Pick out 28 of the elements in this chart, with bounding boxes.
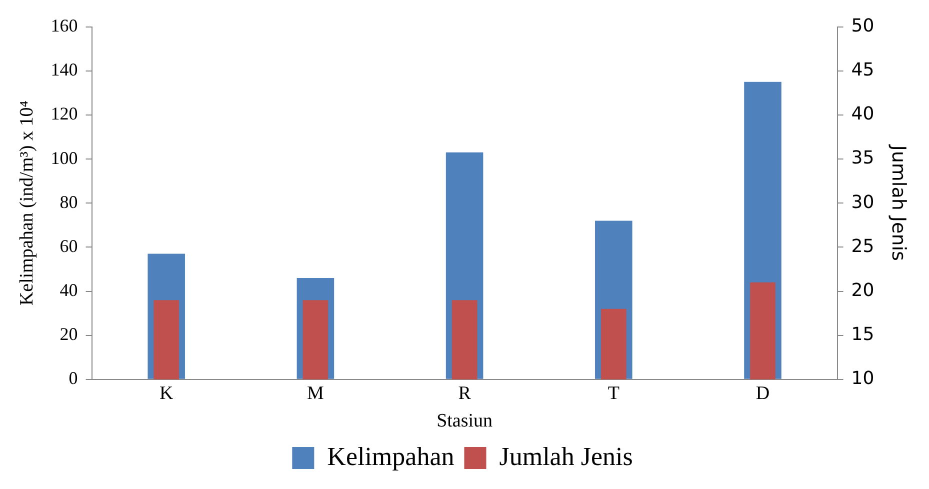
y2-tick-label: 30 [851,192,874,213]
x-axis-title: Stasiun [436,410,494,432]
y-tick-label: 0 [68,368,78,388]
y-tick-label: 120 [50,104,78,124]
x-tick-label: D [756,382,770,404]
legend-label: Kelimpahan [327,442,454,471]
y-tick-label: 20 [60,324,78,344]
y-tick-label: 160 [50,16,78,36]
x-tick-label: K [159,382,174,404]
x-tick-label: T [608,382,620,404]
y2-tick-label: 25 [851,236,874,257]
y2-tick-label: 50 [851,15,874,36]
y2-tick-label: 20 [851,280,874,301]
y2-tick-label: 15 [851,324,874,345]
y-axis-title: Kelimpahan (ind/m³) x 10⁴ [16,100,38,306]
y-tick-label: 80 [60,192,78,212]
y-tick-label: 140 [50,60,78,80]
x-tick-label: R [458,382,472,404]
y-tick-label: 100 [50,148,78,168]
y-tick-label: 40 [60,280,78,300]
y2-axis-title: Jumlah Jenis [888,144,910,261]
y2-tick-label: 10 [851,368,874,390]
y-tick-label: 60 [60,236,78,256]
y2-tick-label: 40 [851,104,874,125]
legend-label: Jumlah Jenis [499,442,633,471]
y2-tick-label: 45 [851,60,874,81]
x-tick-label: M [306,382,324,404]
y2-tick-label: 35 [851,148,874,169]
